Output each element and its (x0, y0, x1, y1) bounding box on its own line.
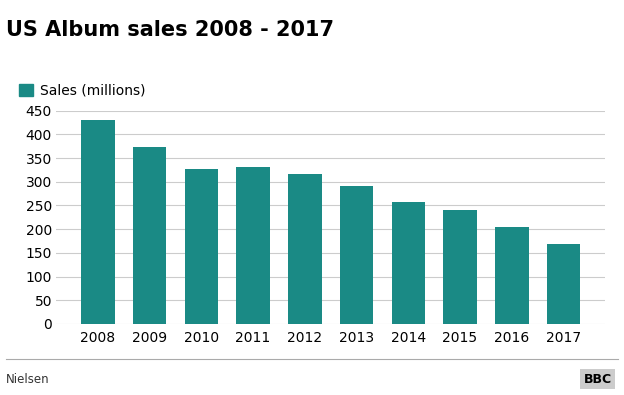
Bar (391, 201, 425, 324)
Text: US Album sales 2008 - 2017: US Album sales 2008 - 2017 (6, 20, 334, 40)
Bar (443, 210, 477, 324)
Bar (547, 244, 580, 324)
Bar (185, 169, 218, 324)
Bar (288, 174, 321, 324)
Bar (495, 227, 529, 324)
Bar (236, 167, 270, 324)
Legend: Sales (millions): Sales (millions) (13, 78, 150, 103)
Bar (133, 147, 167, 324)
Bar (340, 186, 373, 324)
Bar (81, 120, 115, 324)
Text: Nielsen: Nielsen (6, 373, 50, 386)
Text: BBC: BBC (583, 373, 612, 386)
